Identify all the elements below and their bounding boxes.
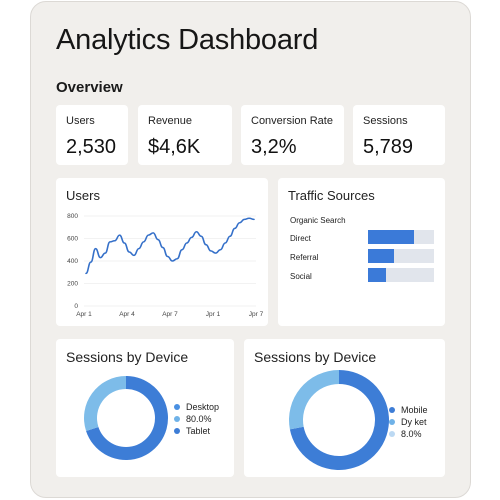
y-tick-label: 600	[67, 236, 78, 243]
y-tick-label: 400	[67, 258, 78, 265]
x-tick-label: Apr 7	[162, 311, 178, 318]
users-chart-title: Users	[66, 188, 100, 203]
device-donut-right	[289, 370, 389, 470]
legend-dot	[174, 416, 180, 422]
kpi-value: 5,789	[363, 136, 414, 158]
legend-item: Mobile	[389, 404, 428, 416]
x-tick-label: Jpr 7	[249, 311, 264, 318]
legend-label: Desktop	[186, 402, 220, 412]
kpi-value: 3,2%	[251, 136, 297, 158]
referral-bar	[368, 249, 434, 263]
legend-dot	[174, 428, 180, 434]
kpi-value: 2,530	[66, 136, 117, 158]
kpi-label: Users	[66, 115, 95, 127]
traffic-sources-card[interactable]: Traffic Sources Organic Search Direct Re…	[278, 178, 445, 326]
kpi-card-conversion-rate[interactable]: Conversion Rate 3,2%	[241, 105, 344, 165]
traffic-sources-title: Traffic Sources	[288, 188, 375, 203]
kpi-card-sessions[interactable]: Sessions 5,789	[353, 105, 445, 165]
users-series-line	[85, 217, 255, 275]
social-bar-fill	[368, 268, 387, 282]
x-tick-label: Apr 1	[76, 311, 92, 318]
legend-label: 80.0%	[186, 414, 212, 424]
legend-dot	[389, 431, 395, 437]
legend-item: Desktop	[174, 401, 219, 413]
device-donut-left	[84, 376, 168, 460]
device-legend-right: Mobile Dy ket 8.0%	[389, 404, 428, 440]
legend-label: Mobile	[401, 405, 428, 415]
legend-dot	[389, 407, 395, 413]
kpi-value: $4,6K	[148, 136, 201, 158]
legend-label: Tablet	[186, 426, 211, 436]
device-legend-left: Desktop 80.0% Tablet	[174, 401, 219, 437]
social-bar	[368, 268, 434, 282]
donut-slice-dy-ket	[289, 370, 339, 430]
legend-dot	[389, 419, 395, 425]
source-label-organic-search: Organic Search	[290, 216, 346, 225]
legend-item: 8.0%	[389, 428, 428, 440]
legend-item: Tablet	[174, 425, 219, 437]
kpi-card-revenue[interactable]: Revenue $4,6K	[138, 105, 232, 165]
users-chart-card[interactable]: Users 800 600 400 200 0 Apr 1 Apr 4 Apr 7 Jpr 1 J…	[56, 178, 268, 326]
sessions-by-device-card-left[interactable]: Sessions by Device Desktop 80.0% Tablet	[56, 339, 234, 477]
legend-item: 80.0%	[174, 413, 219, 425]
y-tick-label: 800	[67, 213, 78, 220]
donut-slice-desktop	[86, 376, 168, 460]
legend-dot	[174, 404, 180, 410]
sessions-by-device-title: Sessions by Device	[254, 349, 377, 365]
section-title-overview: Overview	[56, 79, 123, 96]
x-tick-label: Apr 4	[119, 311, 135, 318]
referral-bar-fill	[368, 249, 395, 263]
y-tick-label: 200	[67, 281, 78, 288]
source-label-social: Social	[290, 272, 312, 281]
x-tick-label: Jpr 1	[206, 311, 221, 318]
sessions-by-device-title: Sessions by Device	[66, 349, 189, 365]
legend-item: Dy ket	[389, 416, 428, 428]
kpi-label: Conversion Rate	[251, 115, 333, 127]
kpi-card-users[interactable]: Users 2,530	[56, 105, 128, 165]
page-title: Analytics Dashboard	[56, 24, 319, 56]
direct-bar-fill	[368, 230, 414, 244]
donut-slice-tablet	[84, 376, 126, 431]
legend-label: 8.0%	[401, 429, 422, 439]
kpi-label: Sessions	[363, 115, 408, 127]
y-tick-label: 0	[74, 303, 78, 310]
direct-bar	[368, 230, 434, 244]
legend-label: Dy ket	[401, 417, 427, 427]
source-label-referral: Referral	[290, 253, 319, 262]
source-label-direct: Direct	[290, 234, 311, 243]
sessions-by-device-card-right[interactable]: Sessions by Device Mobile Dy ket 8.0%	[244, 339, 445, 477]
kpi-label: Revenue	[148, 115, 193, 127]
